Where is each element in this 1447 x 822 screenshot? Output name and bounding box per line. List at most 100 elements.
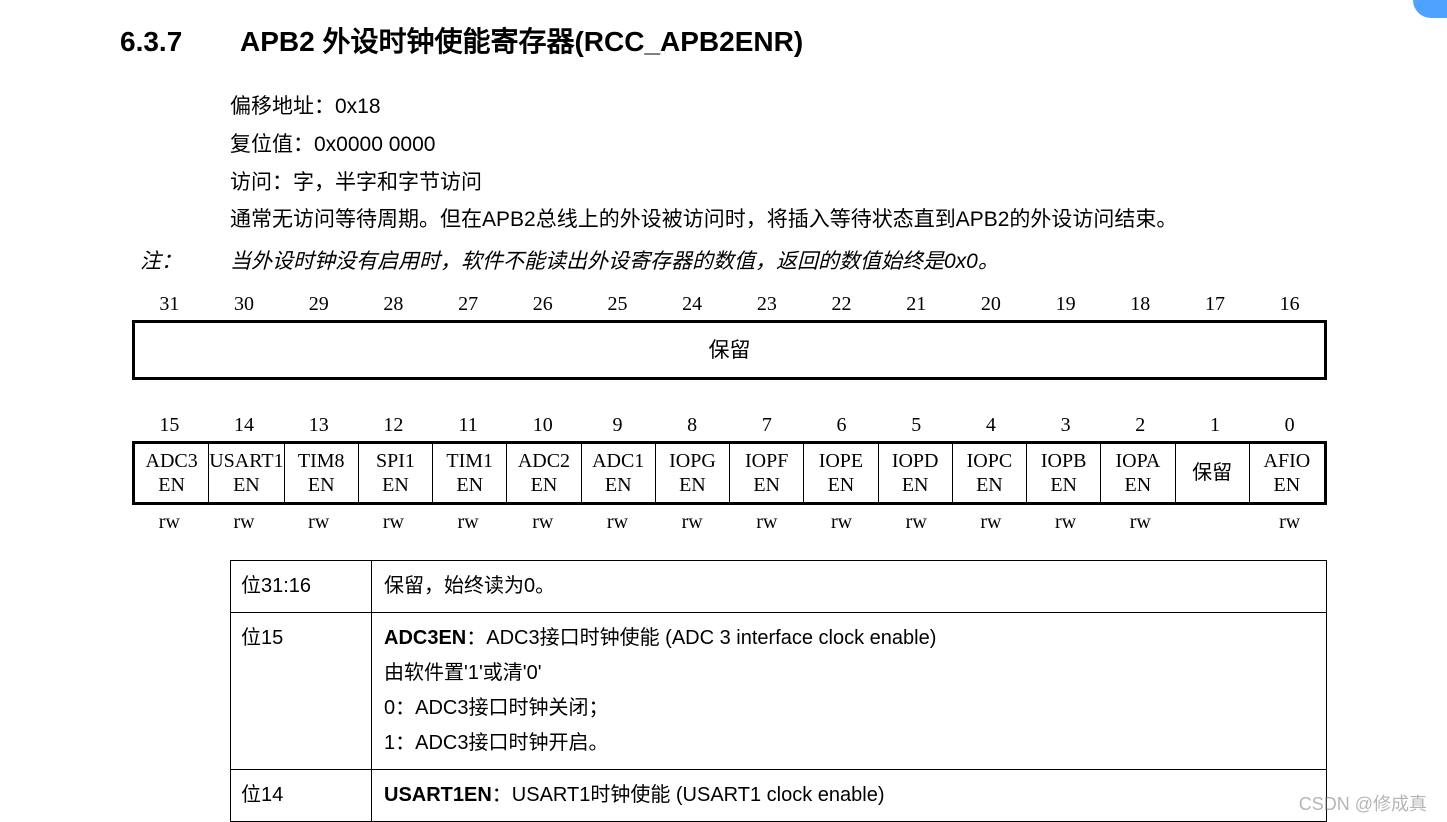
field-name: USART1 xyxy=(209,449,283,473)
register-field-cell: TIM8EN xyxy=(285,444,359,502)
description-title: 保留，始终读为0。 xyxy=(384,569,1314,604)
description-bits: 位14 xyxy=(231,770,372,821)
field-name: IOPD xyxy=(879,449,952,473)
note-label: 注： xyxy=(140,245,230,275)
bit-number: 23 xyxy=(730,293,805,316)
rw-indicator: rw xyxy=(804,511,879,534)
field-name: IOPE xyxy=(804,449,877,473)
reserved-label: 保留 xyxy=(135,323,1324,377)
register-field-cell: TIM1EN xyxy=(433,444,507,502)
field-suffix: EN xyxy=(804,473,877,497)
field-name: ADC1 xyxy=(582,449,655,473)
bit-number: 4 xyxy=(954,414,1029,437)
description-title: USART1EN：USART1时钟使能 (USART1 clock enable… xyxy=(384,778,1314,813)
rw-indicator: rw xyxy=(505,511,580,534)
field-name: IOPG xyxy=(656,449,729,473)
bit-number: 16 xyxy=(1252,293,1327,316)
bit-number: 3 xyxy=(1028,414,1103,437)
field-name: ADC2 xyxy=(507,449,580,473)
bit-number: 28 xyxy=(356,293,431,316)
bit-number: 2 xyxy=(1103,414,1178,437)
register-field-cell: USART1EN xyxy=(209,444,284,502)
bit-number: 8 xyxy=(655,414,730,437)
description-line: 由软件置'1'或清'0' xyxy=(384,656,1314,691)
field-suffix: EN xyxy=(730,473,803,497)
reset-value: 复位值：0x0000 0000 xyxy=(230,126,1327,164)
rw-indicator: rw xyxy=(132,511,207,534)
bit-number: 30 xyxy=(207,293,282,316)
bit-number: 13 xyxy=(281,414,356,437)
field-suffix: EN xyxy=(879,473,952,497)
register-field-cell: IOPCEN xyxy=(953,444,1027,502)
section-title: APB2 外设时钟使能寄存器(RCC_APB2ENR) xyxy=(240,20,803,60)
register-field-cell: AFIOEN xyxy=(1250,444,1324,502)
register-field-cell: IOPGEN xyxy=(656,444,730,502)
bit-table-low: 1514131211109876543210 ADC3ENUSART1ENTIM… xyxy=(132,414,1327,534)
register-field-cell: IOPDEN xyxy=(879,444,953,502)
rw-indicator: rw xyxy=(954,511,1029,534)
register-field-cell: IOPEEN xyxy=(804,444,878,502)
field-suffix: EN xyxy=(209,473,283,497)
register-info: 偏移地址：0x18 复位值：0x0000 0000 访问：字，半字和字节访问 通… xyxy=(230,88,1327,239)
note-text: 当外设时钟没有启用时，软件不能读出外设寄存器的数值，返回的数值始终是0x0。 xyxy=(230,245,999,275)
field-name: TIM8 xyxy=(285,449,358,473)
bit-number: 24 xyxy=(655,293,730,316)
bit-number: 22 xyxy=(804,293,879,316)
rw-indicator: rw xyxy=(580,511,655,534)
register-field-cell: ADC2EN xyxy=(507,444,581,502)
bit-number: 26 xyxy=(505,293,580,316)
field-name: SPI1 xyxy=(359,449,432,473)
register-field-cell: ADC3EN xyxy=(135,444,209,502)
access-mode: 访问：字，半字和字节访问 xyxy=(230,164,1327,202)
section-number: 6.3.7 xyxy=(120,26,240,58)
description-line: 0：ADC3接口时钟关闭； xyxy=(384,691,1314,726)
note-row: 注： 当外设时钟没有启用时，软件不能读出外设寄存器的数值，返回的数值始终是0x0… xyxy=(140,245,1327,275)
bit-number: 29 xyxy=(281,293,356,316)
bit-number: 31 xyxy=(132,293,207,316)
bit-number: 1 xyxy=(1178,414,1253,437)
bit-number: 20 xyxy=(954,293,1029,316)
description-row: 位15ADC3EN：ADC3接口时钟使能 (ADC 3 interface cl… xyxy=(231,613,1326,770)
rw-indicator: rw xyxy=(730,511,805,534)
bit-number: 6 xyxy=(804,414,879,437)
field-suffix: EN xyxy=(953,473,1026,497)
register-field-cell: IOPFEN xyxy=(730,444,804,502)
description-bits: 位15 xyxy=(231,613,372,769)
rw-indicator: rw xyxy=(879,511,954,534)
bit-numbers-high: 31302928272625242322212019181716 xyxy=(132,293,1327,316)
rw-indicator: rw xyxy=(207,511,282,534)
rw-indicator: rw xyxy=(1103,511,1178,534)
description-row: 位31:16 保留，始终读为0。 xyxy=(231,561,1326,613)
offset-address: 偏移地址：0x18 xyxy=(230,88,1327,126)
field-suffix: EN xyxy=(433,473,506,497)
field-name: AFIO xyxy=(1250,449,1324,473)
field-suffix: EN xyxy=(1250,473,1324,497)
bit-number: 12 xyxy=(356,414,431,437)
description-line: 1：ADC3接口时钟开启。 xyxy=(384,726,1314,761)
register-fields-row: ADC3ENUSART1ENTIM8ENSPI1ENTIM1ENADC2ENAD… xyxy=(132,441,1327,505)
rw-indicator xyxy=(1178,511,1253,534)
watermark-text: CSDN @修成真 xyxy=(1299,790,1427,816)
bit-number: 15 xyxy=(132,414,207,437)
bit-number: 27 xyxy=(431,293,506,316)
register-field-cell: SPI1EN xyxy=(359,444,433,502)
field-suffix: EN xyxy=(285,473,358,497)
bit-number: 9 xyxy=(580,414,655,437)
rw-indicator: rw xyxy=(431,511,506,534)
field-suffix: EN xyxy=(359,473,432,497)
bit-number: 5 xyxy=(879,414,954,437)
bit-table-high: 31302928272625242322212019181716 保留 xyxy=(132,293,1327,380)
bit-number: 19 xyxy=(1028,293,1103,316)
description-body: USART1EN：USART1时钟使能 (USART1 clock enable… xyxy=(372,770,1326,821)
rw-indicator: rw xyxy=(1028,511,1103,534)
field-name: IOPA xyxy=(1101,449,1174,473)
bit-numbers-low: 1514131211109876543210 xyxy=(132,414,1327,437)
description-bits: 位31:16 xyxy=(231,561,372,612)
field-name: IOPC xyxy=(953,449,1026,473)
field-suffix: EN xyxy=(656,473,729,497)
field-suffix: EN xyxy=(135,473,208,497)
rw-indicator: rw xyxy=(356,511,431,534)
description-row: 位14 USART1EN：USART1时钟使能 (USART1 clock ena… xyxy=(231,770,1326,822)
description-body: 保留，始终读为0。 xyxy=(372,561,1326,612)
bit-description-table: 位31:16 保留，始终读为0。位15ADC3EN：ADC3接口时钟使能 (ADC… xyxy=(230,560,1327,822)
